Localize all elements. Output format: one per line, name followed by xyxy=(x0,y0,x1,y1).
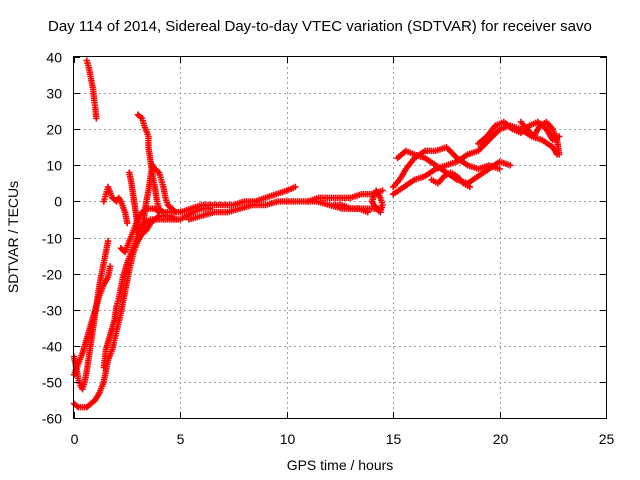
series-arc-13 xyxy=(330,201,371,216)
series-arc-1 xyxy=(83,57,100,122)
y-tick-label: -40 xyxy=(42,339,62,355)
y-axis-title: SDTVAR / TECUs xyxy=(5,181,21,293)
x-tick-label: 25 xyxy=(599,431,615,447)
series-arc-5 xyxy=(100,216,180,371)
series-arc-10 xyxy=(177,183,299,216)
axis-ticks: 0 5 10 15 20 25 -60 -50 -40 -30 -20 -10 0 10 20 30 40 xyxy=(42,50,615,448)
x-tick-label: 10 xyxy=(280,431,296,447)
y-tick-label: -10 xyxy=(42,231,62,247)
plot-frame xyxy=(73,56,607,419)
data-point xyxy=(496,165,503,173)
y-tick-label: 20 xyxy=(46,122,62,138)
data-point xyxy=(106,263,114,270)
data-marks xyxy=(70,57,563,411)
data-point xyxy=(104,237,112,245)
y-tick-label: -60 xyxy=(42,411,62,427)
data-point xyxy=(507,162,514,169)
x-tick-label: 20 xyxy=(493,431,509,447)
series-arc-4 xyxy=(70,205,214,411)
series-arc-20 xyxy=(428,169,474,191)
chart-title: Day 114 of 2014, Sidereal Day-to-day VTE… xyxy=(48,18,592,35)
y-tick-label: 0 xyxy=(54,194,62,210)
series-arc-16 xyxy=(390,122,561,198)
data-point xyxy=(364,209,371,216)
y-tick-label: 40 xyxy=(46,50,62,66)
y-tick-label: 10 xyxy=(46,158,62,174)
x-tick-label: 5 xyxy=(177,431,185,447)
data-point xyxy=(379,187,386,194)
grid-lines xyxy=(74,57,606,418)
data-point xyxy=(124,219,131,227)
series-arc-3 xyxy=(70,263,114,378)
series-arc-8 xyxy=(134,111,184,216)
data-point xyxy=(172,216,180,223)
series-arc-6 xyxy=(100,183,131,227)
data-point xyxy=(368,198,376,205)
data-point xyxy=(93,115,100,122)
data-point xyxy=(292,183,299,191)
y-tick-label: -50 xyxy=(42,375,62,391)
y-tick-label: -20 xyxy=(42,267,62,283)
x-tick-label: 0 xyxy=(71,431,79,447)
data-point xyxy=(555,151,563,158)
x-axis-title: GPS time / hours xyxy=(287,457,394,473)
series-arc-19 xyxy=(517,118,563,158)
y-tick-label: 30 xyxy=(46,86,62,102)
y-tick-label: -30 xyxy=(42,303,62,319)
data-point xyxy=(155,209,163,216)
series-arc-9 xyxy=(117,205,163,256)
series-arc-14 xyxy=(368,187,386,216)
data-point xyxy=(466,183,474,191)
x-tick-label: 15 xyxy=(386,431,402,447)
